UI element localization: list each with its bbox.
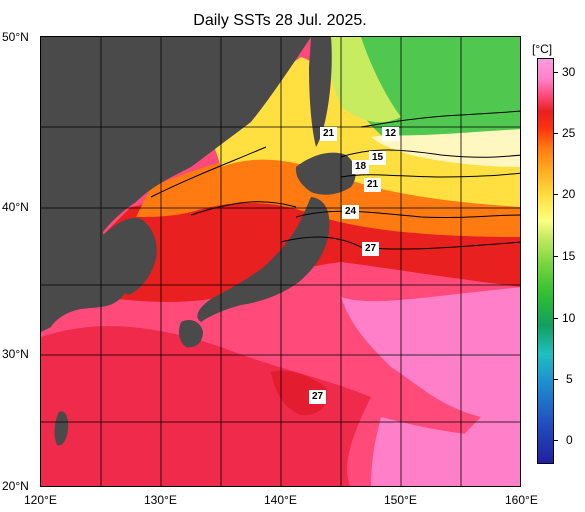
sst-map-canvas (41, 37, 520, 486)
sst-map (40, 36, 521, 487)
lon-label-120e: 120°E (24, 493, 57, 507)
isotherm-label: 18 (352, 160, 370, 174)
lat-label-20n: 20°N (2, 479, 29, 493)
lat-label-50n: 50°N (2, 30, 29, 44)
colorbar-tickmark (554, 133, 558, 134)
colorbar (537, 58, 554, 464)
isotherm-label: 27 (309, 390, 327, 404)
isotherm-label: 21 (364, 178, 382, 192)
colorbar-tickmark (554, 440, 558, 441)
colorbar-tick-label: 10 (562, 311, 576, 325)
colorbar-tick-label: 20 (562, 187, 576, 201)
land-korea (101, 217, 157, 295)
colorbar-tick-label: 5 (566, 372, 573, 386)
yellow-band (211, 57, 520, 207)
colorbar-tick-label: 15 (562, 249, 576, 263)
colorbar-tick-label: 25 (562, 126, 576, 140)
colorbar-tickmark (554, 256, 558, 257)
lat-label-40n: 40°N (2, 200, 29, 214)
colorbar-tick-label: 30 (562, 65, 576, 79)
land-taiwan (54, 411, 69, 446)
lat-label-30n: 30°N (2, 347, 29, 361)
isotherm-label: 12 (382, 127, 400, 141)
colorbar-tickmark (554, 72, 558, 73)
lon-label-130e: 130°E (144, 493, 177, 507)
land-honshu (197, 197, 330, 322)
land-sakhalin (309, 37, 332, 147)
colorbar-tickmark (554, 318, 558, 319)
isotherm-label: 24 (342, 205, 360, 219)
isotherm-label: 27 (362, 242, 380, 256)
colorbar-unit: [°C] (532, 42, 553, 56)
lon-label-140e: 140°E (264, 493, 297, 507)
lon-label-150e: 150°E (384, 493, 417, 507)
colorbar-tick-label: 0 (566, 433, 573, 447)
colorbar-tickmark (554, 194, 558, 195)
graticule (41, 37, 520, 486)
red-patch-center (271, 370, 328, 416)
isotherm-label: 15 (369, 151, 387, 165)
land-kyushu (178, 320, 203, 348)
isotherm-label: 21 (320, 127, 338, 141)
lon-label-160e: 160°E (505, 493, 538, 507)
red-region-south (41, 326, 371, 486)
hot-pink-region-southeast (371, 417, 520, 486)
map-title: Daily SSTs 28 Jul. 2025. (193, 12, 367, 29)
colorbar-tickmark (554, 379, 558, 380)
